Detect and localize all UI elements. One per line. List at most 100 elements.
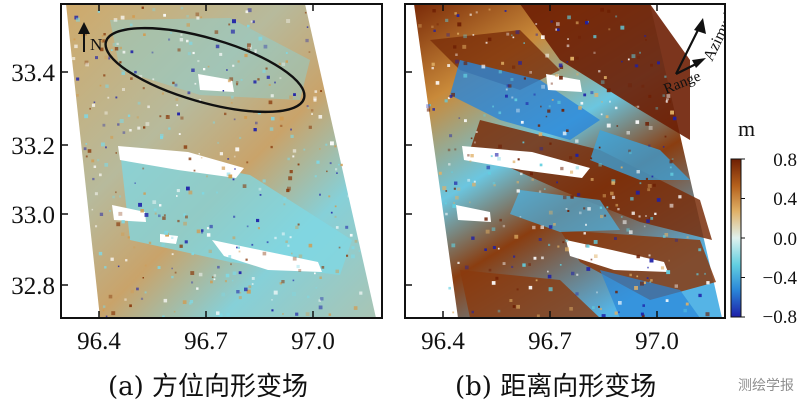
speckle-pixel xyxy=(488,8,491,11)
nodata-hole-b1 xyxy=(462,146,590,178)
speckle-pixel xyxy=(127,236,130,239)
speckle-pixel xyxy=(510,78,514,81)
speckle-pixel xyxy=(152,8,156,12)
direction-indicator xyxy=(675,18,706,75)
speckle-pixel xyxy=(161,243,165,247)
speckle-pixel xyxy=(171,253,174,256)
speckle-pixel xyxy=(475,11,478,14)
speckle-pixel xyxy=(620,21,623,24)
speckle-pixel xyxy=(137,101,141,105)
speckle-pixel xyxy=(447,97,450,100)
y-axis-b-ticks xyxy=(405,71,412,286)
speckle-pixel xyxy=(217,265,220,269)
speckle-pixel xyxy=(308,243,313,248)
speckle-pixel xyxy=(457,261,460,264)
speckle-pixel xyxy=(238,296,242,300)
nodata-hole-b4 xyxy=(546,74,582,92)
speckle-pixel xyxy=(138,74,143,79)
speckle-pixel xyxy=(635,120,640,124)
speckle-pixel xyxy=(668,259,670,262)
speckle-pixel xyxy=(130,77,133,80)
speckle-pixel xyxy=(492,105,494,108)
speckle-pixel xyxy=(579,211,582,215)
speckle-pixel xyxy=(83,147,87,151)
speckle-pixel xyxy=(109,210,111,212)
speckle-pixel xyxy=(586,267,591,271)
speckle-pixel xyxy=(186,186,190,191)
speckle-pixel xyxy=(669,203,674,208)
speckle-pixel xyxy=(662,94,666,97)
speckle-pixel xyxy=(538,238,542,241)
speckle-pixel xyxy=(247,8,252,13)
speckle-pixel xyxy=(650,63,653,67)
speckle-pixel xyxy=(247,43,251,48)
speckle-pixel xyxy=(152,200,157,204)
speckle-pixel xyxy=(97,159,100,162)
speckle-pixel xyxy=(281,62,286,66)
speckle-pixel xyxy=(219,52,223,56)
speckle-pixel xyxy=(604,214,607,217)
valley-b3 xyxy=(510,190,620,232)
speckle-pixel xyxy=(147,105,150,109)
speckle-pixel xyxy=(222,90,225,92)
speckle-pixel xyxy=(92,177,95,181)
speckle-pixel xyxy=(298,254,303,258)
speckle-pixel xyxy=(567,15,571,20)
speckle-pixel xyxy=(555,74,559,77)
speckle-pixel xyxy=(258,187,262,191)
speckle-pixel xyxy=(142,167,145,170)
speckle-pixel xyxy=(644,35,647,38)
speckle-pixel xyxy=(336,172,338,174)
speckle-pixel xyxy=(601,314,606,318)
speckle-pixel xyxy=(525,102,529,105)
speckle-pixel xyxy=(501,61,505,65)
speckle-pixel xyxy=(206,175,208,178)
speckle-pixel xyxy=(666,98,669,102)
speckle-pixel xyxy=(704,272,706,275)
speckle-pixel xyxy=(444,202,447,205)
speckle-pixel xyxy=(548,225,553,229)
speckle-pixel xyxy=(522,141,525,144)
speckle-pixel xyxy=(194,82,197,85)
speckle-pixel xyxy=(270,145,273,149)
x-tick-label: 96.7 xyxy=(184,328,228,355)
speckle-pixel xyxy=(506,84,510,88)
speckle-pixel xyxy=(252,20,255,24)
speckle-pixel xyxy=(72,57,76,61)
speckle-pixel xyxy=(615,203,619,207)
speckle-pixel xyxy=(537,124,541,127)
speckle-pixel xyxy=(318,115,323,119)
speckle-pixel xyxy=(578,35,581,39)
speckle-pixel xyxy=(187,91,191,95)
speckle-pixel xyxy=(504,10,507,12)
speckle-pixel xyxy=(488,268,492,272)
speckle-pixel xyxy=(638,215,641,218)
speckle-pixel xyxy=(643,281,646,284)
speckle-pixel xyxy=(273,290,278,295)
speckle-pixel xyxy=(473,180,476,183)
speckle-pixel xyxy=(91,208,94,211)
speckle-pixel xyxy=(310,109,314,112)
speckle-pixel xyxy=(134,182,136,184)
speckle-pixel xyxy=(303,148,306,151)
speckle-pixel xyxy=(599,206,603,209)
speckle-pixel xyxy=(669,166,672,169)
speckle-pixel xyxy=(266,75,270,79)
speckle-pixel xyxy=(189,300,194,304)
speckle-pixel xyxy=(674,238,678,242)
speckle-pixel xyxy=(454,148,457,151)
speckle-pixel xyxy=(596,291,598,294)
speckle-pixel xyxy=(298,269,302,272)
speckle-pixel xyxy=(286,19,291,23)
speckle-pixel xyxy=(206,227,210,230)
speckle-pixel xyxy=(228,85,231,88)
speckle-pixel xyxy=(660,266,665,270)
speckle-pixel xyxy=(591,306,595,309)
speckle-pixel xyxy=(313,98,317,102)
speckle-pixel xyxy=(645,39,647,41)
speckle-pixel xyxy=(652,183,656,187)
speckle-pixel xyxy=(253,80,257,84)
speckle-pixel xyxy=(636,254,640,259)
speckle-pixel xyxy=(533,256,537,260)
speckle-pixel xyxy=(614,106,618,110)
